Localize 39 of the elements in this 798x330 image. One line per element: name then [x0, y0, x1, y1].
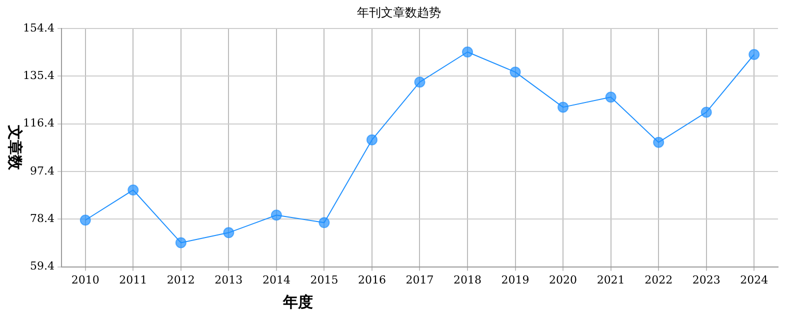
x-tick-label: 2024: [740, 273, 768, 286]
x-tick-label: 2017: [406, 273, 434, 286]
y-tick-label: 97.4: [30, 164, 54, 178]
y-axis-title: 文章数: [6, 124, 24, 172]
point: [700, 106, 712, 118]
x-tick-label: 2021: [596, 273, 625, 286]
x-tick-label: 2020: [549, 273, 578, 286]
x-tick-label: 2022: [644, 273, 673, 286]
point: [558, 102, 569, 113]
point: [462, 46, 474, 58]
x-tick-label: 2015: [310, 273, 338, 286]
y-tick-label: 135.4: [22, 68, 54, 82]
x-tick-label: 2019: [501, 273, 530, 286]
point: [270, 210, 282, 221]
x-tick-label: 2018: [454, 273, 482, 286]
point: [653, 136, 664, 148]
x-tick-label: 2023: [692, 273, 720, 286]
x-tick-label: 2013: [214, 273, 243, 286]
y-tick-label: 78.4: [30, 212, 54, 225]
x-tick-label: 2010: [71, 273, 100, 286]
point: [80, 214, 91, 226]
point: [128, 184, 139, 196]
point: [223, 227, 234, 238]
x-tick-label: 2016: [358, 273, 386, 286]
point: [366, 134, 378, 146]
x-tick-label: 2011: [119, 273, 148, 286]
y-tick-label: 116.4: [22, 116, 54, 130]
point: [510, 66, 521, 78]
x-axis-title: 年度: [282, 292, 313, 311]
point: [605, 92, 616, 103]
y-tick-label: 154.4: [22, 21, 54, 34]
x-tick-label: 2014: [262, 273, 290, 286]
point: [748, 49, 760, 60]
point: [318, 217, 330, 228]
y-tick-label: 59.4: [30, 260, 54, 273]
chart-title: 年刊文章数趋势: [357, 5, 441, 20]
point: [175, 237, 186, 248]
point: [414, 76, 426, 88]
x-tick-label: 2012: [166, 273, 195, 286]
